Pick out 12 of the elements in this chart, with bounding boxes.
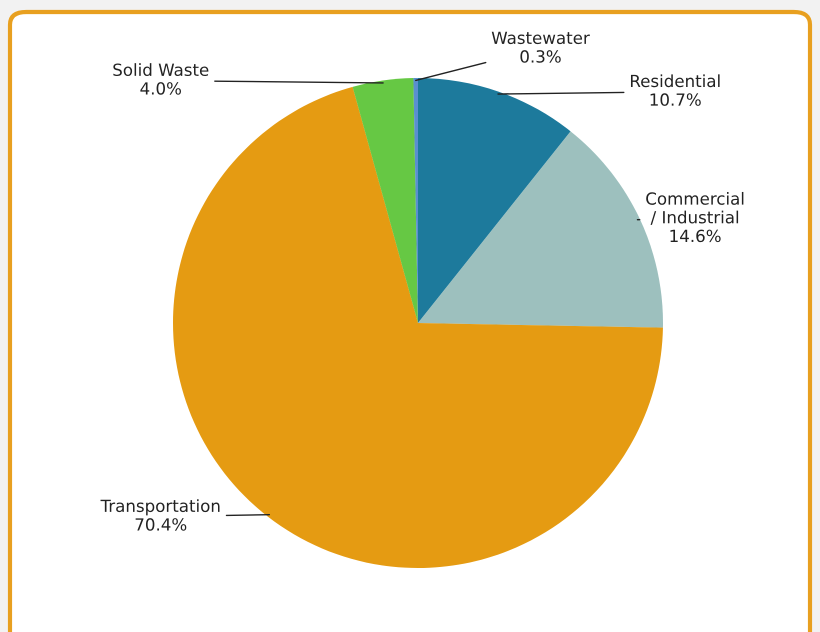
slice-label: Residential: [630, 74, 720, 88]
data-label: 14.6%: [670, 230, 721, 242]
pie-slice: [418, 78, 571, 323]
slice-label: Wastewater: [492, 32, 590, 44]
pie-slice: [352, 78, 418, 323]
slice-label: Commercial / Industrial: [646, 192, 744, 225]
slice-label: Solid Waste: [113, 63, 208, 76]
data-label: 0.3%: [520, 50, 561, 63]
data-label: 10.7%: [650, 93, 701, 106]
slice-label: Transportation: [100, 499, 220, 516]
data-label: 4.0%: [140, 82, 181, 95]
data-label: 70.4%: [136, 518, 186, 531]
